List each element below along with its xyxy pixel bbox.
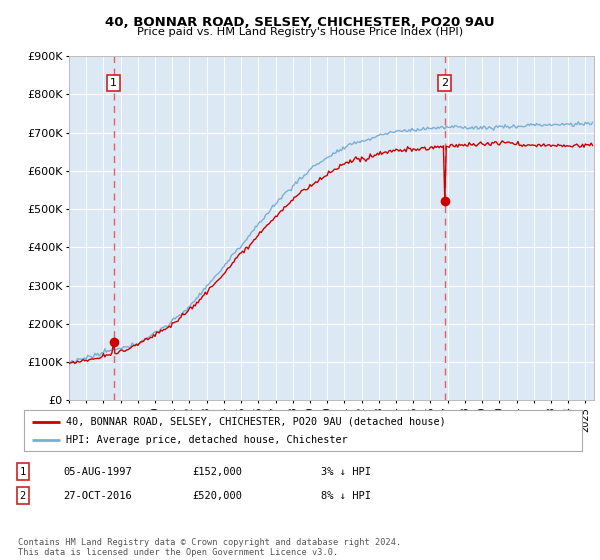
Text: 40, BONNAR ROAD, SELSEY, CHICHESTER, PO20 9AU (detached house): 40, BONNAR ROAD, SELSEY, CHICHESTER, PO2… [66,417,446,427]
Text: £152,000: £152,000 [192,466,242,477]
Text: 8% ↓ HPI: 8% ↓ HPI [321,491,371,501]
Text: 2: 2 [441,78,448,88]
Text: Contains HM Land Registry data © Crown copyright and database right 2024.
This d: Contains HM Land Registry data © Crown c… [18,538,401,557]
Text: 1: 1 [20,466,26,477]
Text: 40, BONNAR ROAD, SELSEY, CHICHESTER, PO20 9AU: 40, BONNAR ROAD, SELSEY, CHICHESTER, PO2… [105,16,495,29]
Text: £520,000: £520,000 [192,491,242,501]
Text: 3% ↓ HPI: 3% ↓ HPI [321,466,371,477]
Text: 2: 2 [20,491,26,501]
Text: 05-AUG-1997: 05-AUG-1997 [63,466,132,477]
Text: HPI: Average price, detached house, Chichester: HPI: Average price, detached house, Chic… [66,435,347,445]
Text: Price paid vs. HM Land Registry's House Price Index (HPI): Price paid vs. HM Land Registry's House … [137,27,463,37]
Text: 1: 1 [110,78,117,88]
Text: 27-OCT-2016: 27-OCT-2016 [63,491,132,501]
